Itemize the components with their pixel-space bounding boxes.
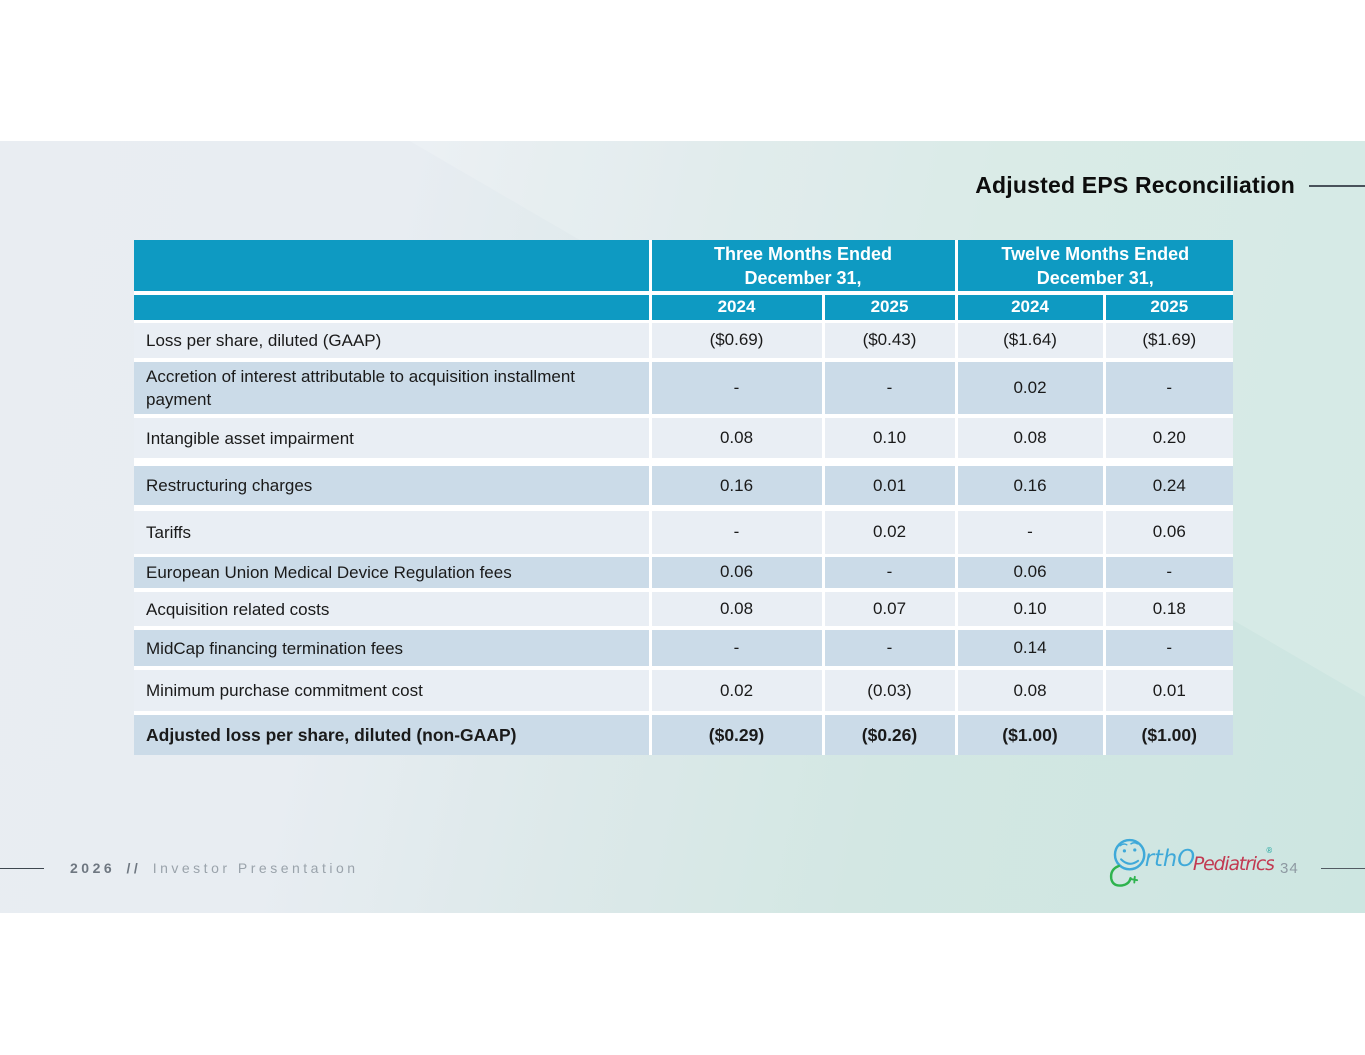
row-value: 0.01: [1102, 668, 1234, 715]
row-value: 0.07: [821, 590, 957, 630]
header-twelve-months: Twelve Months Ended December 31,: [954, 240, 1234, 295]
row-label: Loss per share, diluted (GAAP): [134, 321, 650, 362]
row-label: European Union Medical Device Regulation…: [134, 555, 650, 592]
row-value: 0.08: [648, 416, 823, 466]
row-value: -: [821, 555, 957, 592]
row-label: Intangible asset impairment: [134, 416, 650, 466]
header-three-months: Three Months Ended December 31,: [648, 240, 957, 295]
row-value: 0.06: [1102, 508, 1234, 557]
table-row: Minimum purchase commitment cost 0.02 (0…: [134, 668, 1234, 715]
row-value: ($0.43): [821, 321, 957, 362]
logo-face-icon: [1113, 838, 1146, 871]
table-row: MidCap financing termination fees - - 0.…: [134, 628, 1234, 670]
row-value: -: [648, 628, 823, 670]
title-rule-line: [1309, 185, 1365, 187]
footer-right-rule-line: [1321, 868, 1365, 869]
row-value: -: [821, 360, 957, 418]
logo-text-pediatrics: Pediatrics: [1193, 853, 1274, 875]
row-value: -: [1102, 555, 1234, 592]
logo-text-ortho: rthO: [1145, 846, 1195, 872]
table-row: Intangible asset impairment 0.08 0.10 0.…: [134, 416, 1234, 466]
row-value: ($1.00): [954, 713, 1105, 755]
row-value: 0.10: [954, 590, 1105, 630]
footer-slashes: //: [126, 860, 142, 876]
row-label: Minimum purchase commitment cost: [134, 668, 650, 715]
row-label: Adjusted loss per share, diluted (non-GA…: [134, 713, 650, 755]
table-row: Acquisition related costs 0.08 0.07 0.10…: [134, 590, 1234, 630]
header-year: 2024: [648, 293, 823, 323]
table-header-group-row: Three Months Ended December 31, Twelve M…: [134, 240, 1234, 295]
logo-registered-icon: ®: [1266, 846, 1274, 855]
table-row-total: Adjusted loss per share, diluted (non-GA…: [134, 713, 1234, 755]
footer-year: 2026: [70, 860, 116, 876]
row-value: 0.18: [1102, 590, 1234, 630]
row-value: ($0.69): [648, 321, 823, 362]
row-value: -: [821, 628, 957, 670]
row-value: 0.08: [954, 668, 1105, 715]
row-value: -: [648, 508, 823, 557]
data-table: Three Months Ended December 31, Twelve M…: [134, 240, 1234, 755]
slide-canvas: Adjusted EPS Reconciliation Three Months…: [0, 141, 1365, 913]
footer-left-rule-line: [0, 868, 44, 869]
logo-body-icon: [1109, 864, 1132, 887]
table-row: Loss per share, diluted (GAAP) ($0.69) (…: [134, 321, 1234, 362]
row-value: 0.02: [648, 668, 823, 715]
row-value: 0.02: [954, 360, 1105, 418]
row-label: Acquisition related costs: [134, 590, 650, 630]
row-value: 0.06: [648, 555, 823, 592]
page-number: 34: [1280, 860, 1299, 877]
row-value: ($1.69): [1102, 321, 1234, 362]
row-label: Tariffs: [134, 508, 650, 557]
row-value: -: [648, 360, 823, 418]
row-value: 0.06: [954, 555, 1105, 592]
row-value: 0.20: [1102, 416, 1234, 466]
header-year: 2025: [1102, 293, 1234, 323]
row-value: -: [954, 508, 1105, 557]
row-value: 0.24: [1102, 462, 1234, 511]
row-value: 0.02: [821, 508, 957, 557]
logo-hand-icon: [1130, 875, 1139, 884]
row-value: 0.08: [954, 416, 1105, 466]
row-value: 0.10: [821, 416, 957, 466]
orthopediatrics-logo: rthO Pediatrics ®: [1109, 838, 1274, 887]
footer-presentation-label: Investor Presentation: [152, 860, 359, 876]
row-value: -: [1102, 628, 1234, 670]
table-row: Restructuring charges 0.16 0.01 0.16 0.2…: [134, 462, 1234, 511]
row-value: 0.14: [954, 628, 1105, 670]
table-row: Accretion of interest attributable to ac…: [134, 360, 1234, 418]
row-value: ($1.64): [954, 321, 1105, 362]
row-value: ($0.26): [821, 713, 957, 755]
row-value: 0.16: [648, 462, 823, 511]
row-label: Restructuring charges: [134, 462, 650, 511]
row-value: 0.08: [648, 590, 823, 630]
row-value: ($1.00): [1102, 713, 1234, 755]
row-label: MidCap financing termination fees: [134, 628, 650, 670]
header-twelve-months-line1: Twelve Months Ended: [1001, 243, 1190, 264]
page-title: Adjusted EPS Reconciliation: [975, 172, 1295, 198]
header-year: 2025: [821, 293, 957, 323]
title-wrap: Adjusted EPS Reconciliation: [975, 172, 1295, 199]
header-empty-cell: [134, 240, 650, 295]
header-twelve-months-line2: December 31,: [1036, 267, 1154, 288]
header-empty-cell: [134, 293, 650, 323]
eps-reconciliation-table: Three Months Ended December 31, Twelve M…: [134, 240, 1234, 755]
row-value: -: [1102, 360, 1234, 418]
row-value: (0.03): [821, 668, 957, 715]
row-value: ($0.29): [648, 713, 823, 755]
row-value: 0.16: [954, 462, 1105, 511]
header-three-months-line2: December 31,: [744, 267, 862, 288]
table-header-year-row: 2024 2025 2024 2025: [134, 293, 1234, 323]
footer-text: 2026 // Investor Presentation: [70, 860, 359, 876]
row-value: 0.01: [821, 462, 957, 511]
table-row: European Union Medical Device Regulation…: [134, 555, 1234, 592]
table-row: Tariffs - 0.02 - 0.06: [134, 508, 1234, 557]
header-year: 2024: [954, 293, 1105, 323]
header-three-months-line1: Three Months Ended: [714, 243, 893, 264]
row-label: Accretion of interest attributable to ac…: [134, 360, 650, 418]
